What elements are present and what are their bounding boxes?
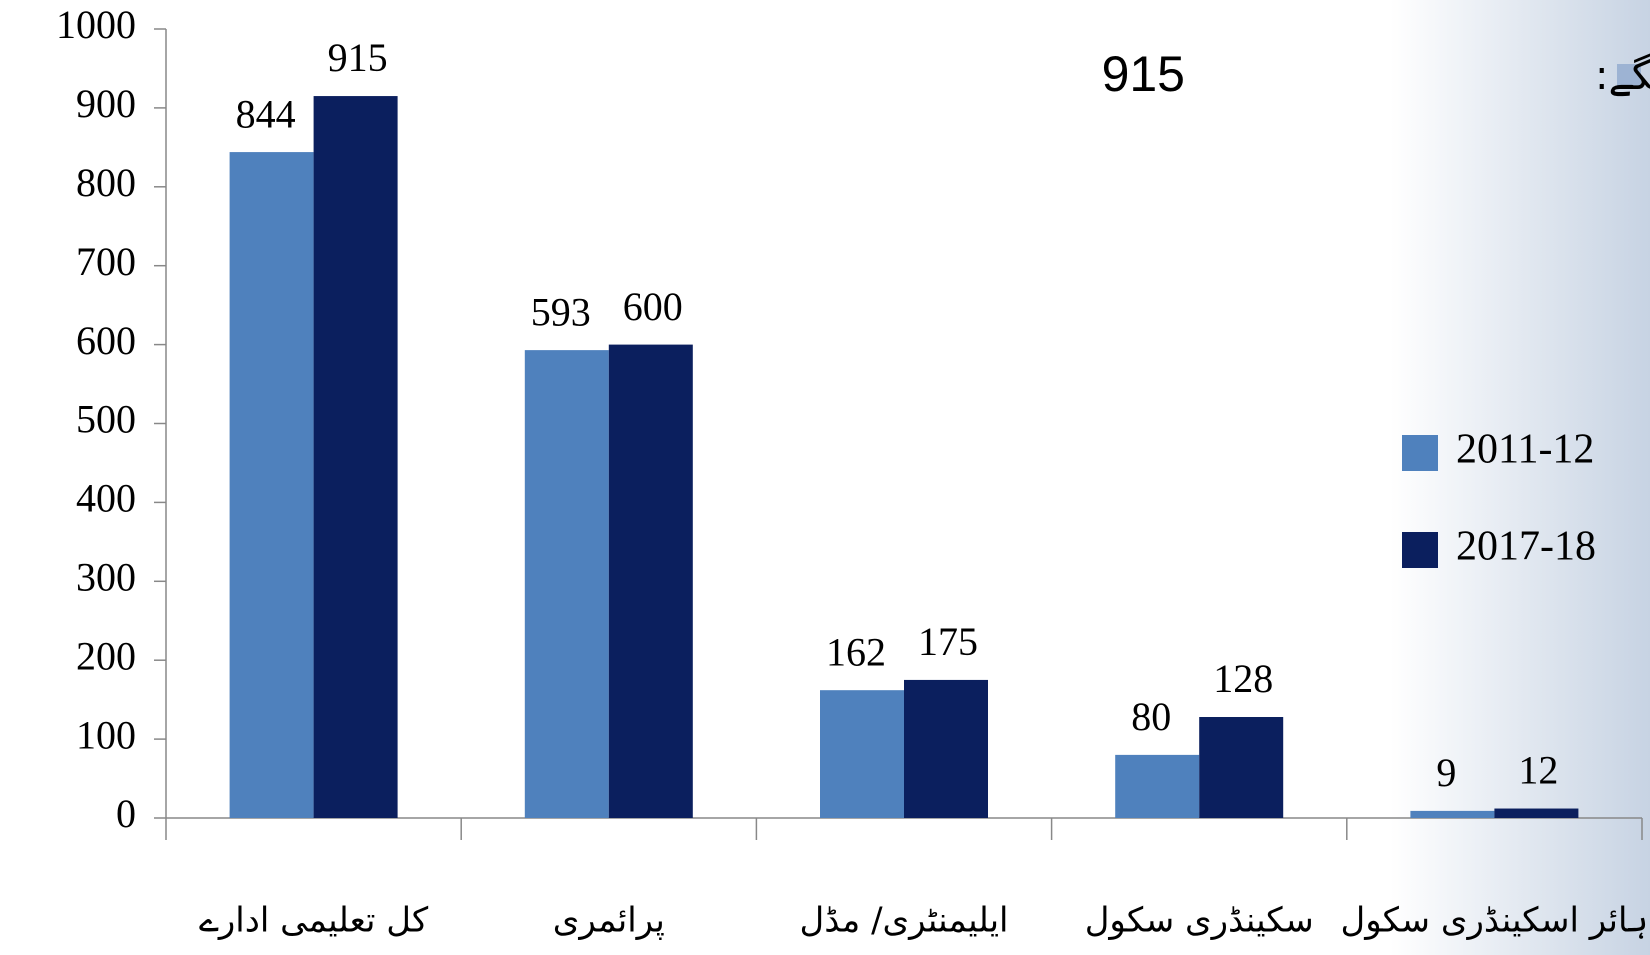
- data-label: 175: [918, 619, 978, 664]
- background-gradient: [1390, 0, 1650, 955]
- y-tick-label: 0: [116, 791, 136, 836]
- data-label: 593: [531, 289, 591, 334]
- bar: [820, 690, 904, 818]
- legend-swatch: [1402, 435, 1438, 471]
- y-tick-label: 300: [76, 554, 136, 599]
- y-tick-label: 400: [76, 476, 136, 521]
- x-tick-label: ہائر اسکینڈری سکول: [1341, 901, 1649, 941]
- data-label: 600: [623, 284, 683, 329]
- data-label: 915: [328, 35, 388, 80]
- legend-swatch: [1402, 532, 1438, 568]
- bar: [904, 679, 988, 818]
- annotation-marker: [1617, 64, 1641, 88]
- y-tick-label: 700: [76, 239, 136, 284]
- data-label: 12: [1518, 748, 1558, 793]
- bar: [313, 96, 398, 818]
- legend-label: 2017-18: [1456, 524, 1596, 570]
- data-label: 844: [236, 91, 296, 136]
- data-label: 9: [1436, 750, 1456, 795]
- y-tick-label: 200: [76, 633, 136, 678]
- y-tick-label: 600: [76, 318, 136, 363]
- data-label: 162: [826, 629, 886, 674]
- y-tick-label: 500: [76, 397, 136, 442]
- bar: [608, 344, 693, 818]
- y-tick-label: 100: [76, 712, 136, 757]
- bar: [524, 350, 609, 818]
- y-tick-label: 900: [76, 81, 136, 126]
- bar: [1199, 717, 1284, 818]
- x-tick-label: پرائمری: [553, 901, 665, 941]
- legend-label: 2011-12: [1456, 427, 1594, 473]
- y-tick-label: 800: [76, 160, 136, 205]
- annotation-text: کتنے نئے سکول درکار ہونگے:: [1595, 53, 1650, 99]
- bar: [1410, 810, 1495, 818]
- bar: [229, 152, 314, 819]
- annotation-value: 915: [1102, 46, 1185, 102]
- x-tick-label: سکینڈری سکول: [1085, 901, 1314, 941]
- bar: [1115, 754, 1200, 818]
- y-tick-label: 1000: [56, 2, 136, 47]
- bar: [1494, 808, 1579, 818]
- data-label: 80: [1131, 694, 1171, 739]
- x-tick-label: کل تعلیمی ادارے: [199, 901, 429, 941]
- x-tick-label: ایلیمنٹری/ مڈل: [800, 901, 1009, 941]
- data-label: 128: [1213, 656, 1273, 701]
